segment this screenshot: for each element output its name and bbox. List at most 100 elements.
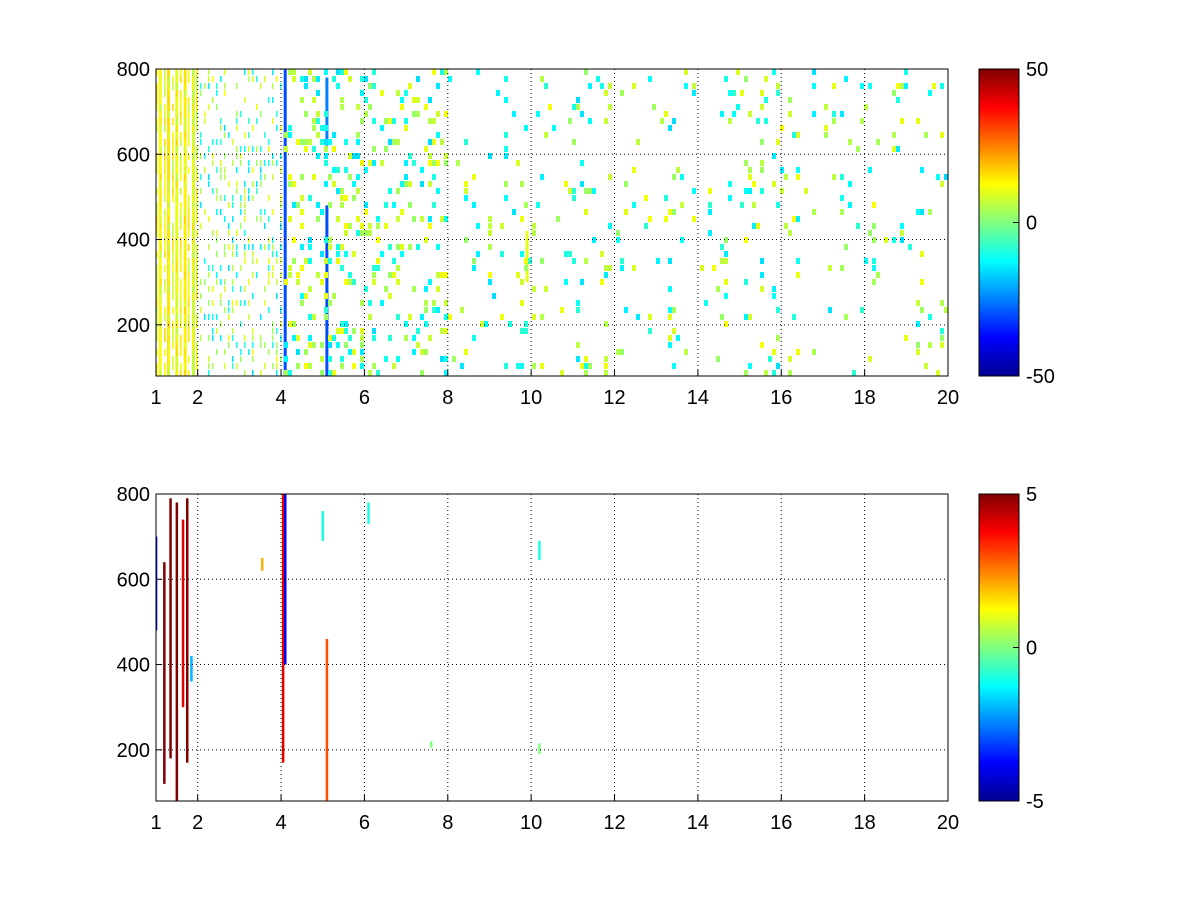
top-heatmap-cell <box>736 104 740 110</box>
top-heatmap-cell <box>684 349 688 355</box>
top-heatmap-cell <box>444 272 448 278</box>
top-heatmap-cell <box>192 153 194 160</box>
top-y-tick-label: 800 <box>117 59 150 81</box>
top-heatmap-cell <box>188 244 190 251</box>
top-heatmap-cell <box>412 335 416 341</box>
top-heatmap-cell <box>424 146 428 152</box>
top-heatmap-cell <box>292 321 296 327</box>
top-heatmap-cell <box>916 209 920 215</box>
top-heatmap-cell <box>920 167 924 173</box>
top-heatmap-cell <box>196 314 198 321</box>
top-heatmap-cell <box>220 265 222 271</box>
top-heatmap-cell <box>416 342 420 348</box>
top-heatmap-cell <box>324 181 328 187</box>
top-heatmap-cell <box>900 237 904 243</box>
top-heatmap-cell <box>760 167 764 173</box>
top-heatmap-cell <box>212 76 214 82</box>
top-heatmap-cell <box>216 195 218 201</box>
top-heatmap-cell <box>184 307 186 314</box>
top-heatmap-cell <box>176 153 178 160</box>
top-heatmap-cell <box>272 335 274 341</box>
top-heatmap-cell <box>160 153 162 160</box>
top-heatmap-cell <box>564 251 568 257</box>
top-heatmap-cell <box>176 146 178 153</box>
top-heatmap-cell <box>164 363 166 370</box>
top-heatmap-cell <box>796 216 800 222</box>
top-heatmap-cell <box>348 335 352 341</box>
top-heatmap-cell <box>288 265 292 271</box>
top-heatmap-cell <box>184 125 186 132</box>
top-heatmap-cell <box>168 160 170 167</box>
top-heatmap-cell <box>300 300 304 306</box>
top-heatmap-cell <box>176 328 178 335</box>
top-heatmap-cell <box>292 258 296 264</box>
top-heatmap-cell <box>160 258 162 265</box>
top-heatmap-cell <box>464 237 468 243</box>
top-x-tick-label: 1 <box>150 387 161 409</box>
top-heatmap-cell <box>196 356 198 363</box>
top-heatmap-cell <box>184 69 186 76</box>
top-heatmap-cell <box>240 160 242 166</box>
top-heatmap-cell <box>380 90 384 96</box>
top-heatmap-cell <box>176 300 178 307</box>
top-heatmap-cell <box>360 300 364 306</box>
top-heatmap-cell <box>180 188 182 195</box>
top-heatmap-cell <box>188 279 190 286</box>
top-heatmap-cell <box>576 307 580 313</box>
top-heatmap-cell <box>176 286 178 293</box>
top-heatmap-cell <box>416 111 420 117</box>
top-heatmap-cell <box>176 125 178 132</box>
top-heatmap-cell <box>500 223 504 229</box>
top-heatmap-cell <box>176 216 178 223</box>
top-heatmap-cell <box>172 307 174 314</box>
top-heatmap-streak <box>325 205 329 376</box>
top-heatmap-cell <box>160 181 162 188</box>
top-heatmap-cell <box>672 328 676 334</box>
top-heatmap-cell <box>188 202 190 209</box>
top-heatmap-cell <box>164 244 166 251</box>
top-heatmap-cell <box>608 174 612 180</box>
top-heatmap-cell <box>392 258 396 264</box>
top-heatmap-cell <box>904 83 908 89</box>
top-heatmap-cell <box>232 265 234 271</box>
bottom-x-ticks: 1 2 4 6 8 10 12 14 16 18 20 <box>150 795 959 834</box>
top-heatmap-cell <box>312 125 316 131</box>
top-heatmap-cell <box>544 83 548 89</box>
top-heatmap-cell <box>180 286 182 293</box>
top-heatmap-cell <box>356 188 360 194</box>
top-heatmap-cell <box>164 195 166 202</box>
top-heatmap-cell <box>364 202 368 208</box>
top-heatmap-cell <box>172 76 174 83</box>
top-heatmap-cell <box>400 209 404 215</box>
bottom-grid <box>156 493 948 801</box>
top-heatmap-cell <box>184 90 186 97</box>
top-heatmap-cell <box>196 97 198 104</box>
top-heatmap-cell <box>476 223 480 229</box>
top-heatmap-cell <box>156 251 158 258</box>
top-heatmap-cell <box>524 328 528 334</box>
top-heatmap-cell <box>348 153 352 159</box>
top-heatmap-cell <box>252 272 254 278</box>
top-heatmap-cell <box>316 118 320 124</box>
top-heatmap-cell <box>224 216 226 222</box>
top-heatmap-cell <box>184 300 186 307</box>
top-heatmap-cell <box>700 265 704 271</box>
top-heatmap-cell <box>168 342 170 349</box>
top-heatmap-cell <box>520 363 524 369</box>
top-heatmap-cell <box>160 363 162 370</box>
top-heatmap-cell <box>928 314 932 320</box>
top-heatmap-cell <box>320 209 324 215</box>
top-heatmap-cell <box>160 188 162 195</box>
top-heatmap-cell <box>344 251 348 257</box>
top-heatmap-cell <box>296 363 300 369</box>
top-heatmap-cell <box>860 307 864 313</box>
top-heatmap-cell <box>192 83 194 90</box>
top-heatmap-cell <box>644 195 648 201</box>
top-heatmap-cell <box>664 111 668 117</box>
top-heatmap-cell <box>624 209 628 215</box>
bottom-x-tick-label: 14 <box>687 812 709 834</box>
top-heatmap-cell <box>488 223 492 229</box>
top-heatmap-cell <box>864 104 868 110</box>
top-heatmap-cell <box>352 251 356 257</box>
